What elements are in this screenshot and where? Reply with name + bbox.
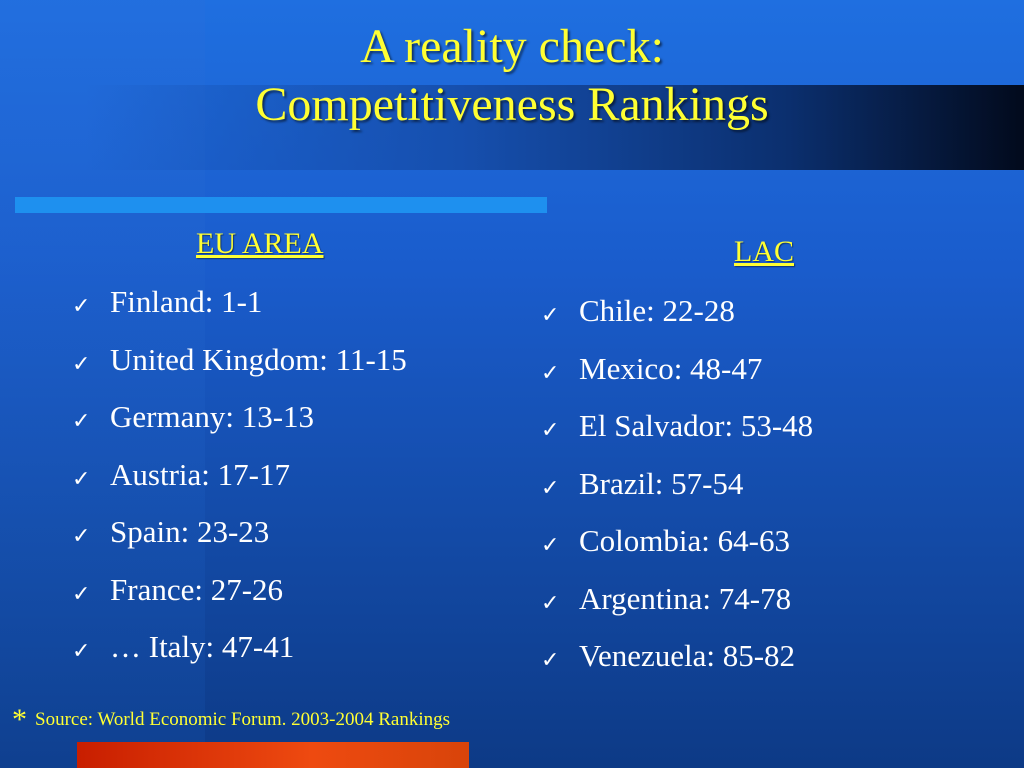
checkmark-icon: ✓ — [72, 294, 91, 319]
list-item-text: Venezuela: 85-82 — [579, 638, 796, 673]
checkmark-icon: ✓ — [72, 524, 91, 549]
list-item-text: France: 27-26 — [110, 571, 284, 607]
list-item: ✓ Venezuela: 85-82 — [541, 638, 813, 696]
list-item: ✓ Austria: 17-17 — [72, 457, 407, 515]
checkmark-icon: ✓ — [541, 648, 560, 673]
checkmark-icon: ✓ — [72, 581, 91, 607]
list-item: ✓ Germany: 13-13 — [72, 399, 407, 457]
list-item-text: Spain: 23-23 — [110, 514, 270, 549]
bottom-accent-bar — [77, 742, 469, 768]
checkmark-icon: ✓ — [72, 351, 91, 377]
checkmark-icon: ✓ — [541, 418, 560, 443]
lac-heading: LAC — [734, 235, 794, 268]
list-item-text: United Kingdom: 11-15 — [110, 341, 407, 377]
list-item: ✓ Mexico: 48-47 — [541, 351, 813, 409]
list-item: ✓ Spain: 23-23 — [72, 514, 407, 572]
footnote-text: Source: World Economic Forum. 2003-2004 … — [35, 709, 451, 730]
list-item-text: Mexico: 48-47 — [579, 350, 763, 386]
list-item-text: Germany: 13-13 — [110, 399, 315, 434]
checkmark-icon: ✓ — [541, 533, 560, 558]
list-item: ✓ Colombia: 64-63 — [541, 523, 813, 581]
checkmark-icon: ✓ — [541, 590, 560, 616]
list-item: ✓ Finland: 1-1 — [72, 284, 407, 342]
list-item: ✓ … Italy: 47-41 — [72, 629, 407, 687]
list-item: ✓ Chile: 22-28 — [541, 293, 813, 351]
checkmark-icon: ✓ — [72, 639, 91, 664]
list-item-text: Finland: 1-1 — [110, 284, 263, 319]
checkmark-icon: ✓ — [72, 466, 91, 492]
title-line-1: A reality check: — [360, 20, 664, 73]
list-item: ✓ Brazil: 57-54 — [541, 466, 813, 524]
list-item-text: Austria: 17-17 — [110, 456, 290, 492]
accent-bar — [15, 197, 547, 213]
list-item-text: El Salvador: 53-48 — [579, 408, 814, 443]
title-line-2: Competitiveness Rankings — [255, 78, 769, 131]
list-item-text: Brazil: 57-54 — [579, 465, 744, 501]
list-item: ✓ France: 27-26 — [72, 572, 407, 630]
list-item-text: … Italy: 47-41 — [110, 629, 295, 664]
list-item: ✓ El Salvador: 53-48 — [541, 408, 813, 466]
list-item-text: Chile: 22-28 — [579, 293, 735, 328]
source-footnote: * Source: World Economic Forum. 2003-2004… — [12, 703, 450, 737]
list-item-text: Argentina: 74-78 — [579, 580, 792, 616]
checkmark-icon: ✓ — [72, 409, 91, 434]
checkmark-icon: ✓ — [541, 360, 560, 386]
list-item-text: Colombia: 64-63 — [579, 523, 790, 558]
footnote-marker: * — [12, 703, 27, 736]
list-item: ✓ United Kingdom: 11-15 — [72, 342, 407, 400]
checkmark-icon: ✓ — [541, 475, 560, 501]
checkmark-icon: ✓ — [541, 303, 560, 328]
list-item: ✓ Argentina: 74-78 — [541, 581, 813, 639]
eu-ranking-list: ✓ Finland: 1-1 ✓ United Kingdom: 11-15 ✓ Ge… — [72, 284, 407, 687]
eu-area-heading: EU AREA — [196, 227, 324, 260]
title-background-bar — [85, 85, 1024, 170]
lac-ranking-list: ✓ Chile: 22-28 ✓ Mexico: 48-47 ✓ El Salvado… — [541, 293, 813, 696]
slide-title: A reality check: Competitiveness Ranking… — [0, 18, 1024, 134]
